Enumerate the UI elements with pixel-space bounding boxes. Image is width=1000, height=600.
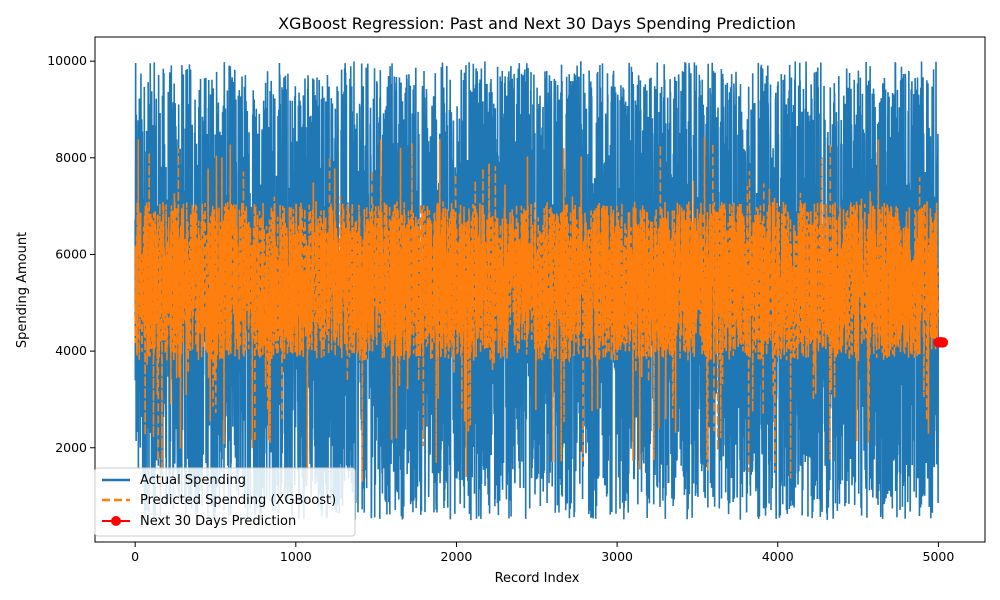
x-tick-label: 5000: [923, 549, 955, 564]
x-tick-label: 0: [131, 549, 139, 564]
y-tick-label: 10000: [47, 53, 87, 68]
chart-title: XGBoost Regression: Past and Next 30 Day…: [278, 14, 796, 33]
legend-label-next30: Next 30 Days Prediction: [140, 514, 296, 529]
legend-box: [94, 467, 356, 537]
x-axis-label: Record Index: [495, 571, 580, 586]
y-axis: 2000 4000 6000 8000 10000: [47, 53, 95, 455]
plot-frame: [94, 36, 986, 543]
y-tick-label: 8000: [55, 150, 87, 165]
x-tick-label: 3000: [601, 549, 633, 564]
legend: Actual Spending Predicted Spending (XGBo…: [94, 467, 356, 537]
x-tick-label: 1000: [280, 549, 312, 564]
legend-label-actual: Actual Spending: [140, 473, 246, 488]
x-axis: 0 1000 2000 3000 4000 5000: [131, 542, 954, 564]
y-tick-label: 6000: [55, 246, 87, 261]
series-predicted-spending: [134, 137, 940, 486]
series-actual-spending: [134, 61, 940, 521]
x-tick-label: 4000: [762, 549, 794, 564]
legend-label-predicted: Predicted Spending (XGBoost): [140, 493, 336, 508]
y-tick-label: 2000: [55, 440, 87, 455]
x-tick-label: 2000: [441, 549, 473, 564]
y-axis-label: Spending Amount: [15, 232, 30, 348]
legend-marker-next30: [111, 516, 121, 526]
y-tick-label: 4000: [55, 343, 87, 358]
next-30-days-point: [938, 337, 949, 348]
